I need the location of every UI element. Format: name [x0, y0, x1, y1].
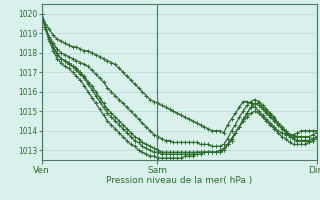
X-axis label: Pression niveau de la mer( hPa ): Pression niveau de la mer( hPa ) — [106, 176, 252, 185]
